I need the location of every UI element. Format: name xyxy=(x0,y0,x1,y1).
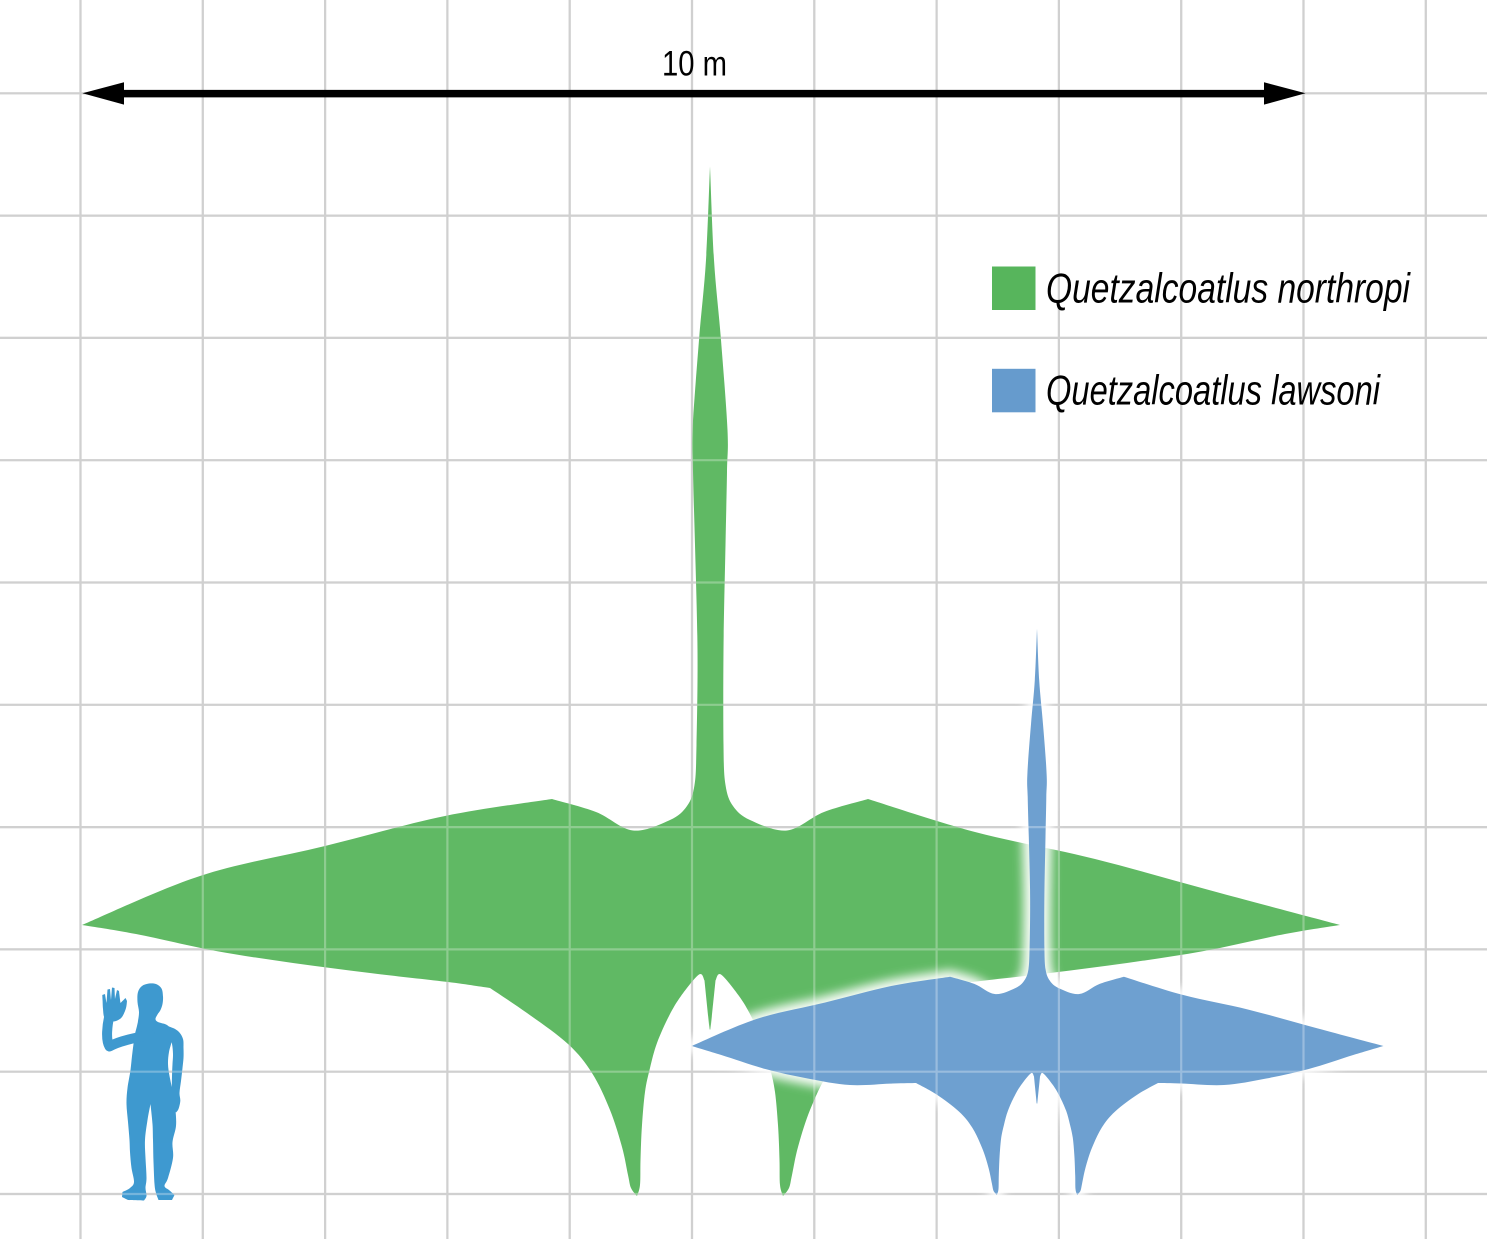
svg-text:Quetzalcoatlus northropi: Quetzalcoatlus northropi xyxy=(1046,265,1411,312)
svg-text:10 m: 10 m xyxy=(662,45,727,84)
svg-text:Quetzalcoatlus lawsoni: Quetzalcoatlus lawsoni xyxy=(1046,367,1381,414)
